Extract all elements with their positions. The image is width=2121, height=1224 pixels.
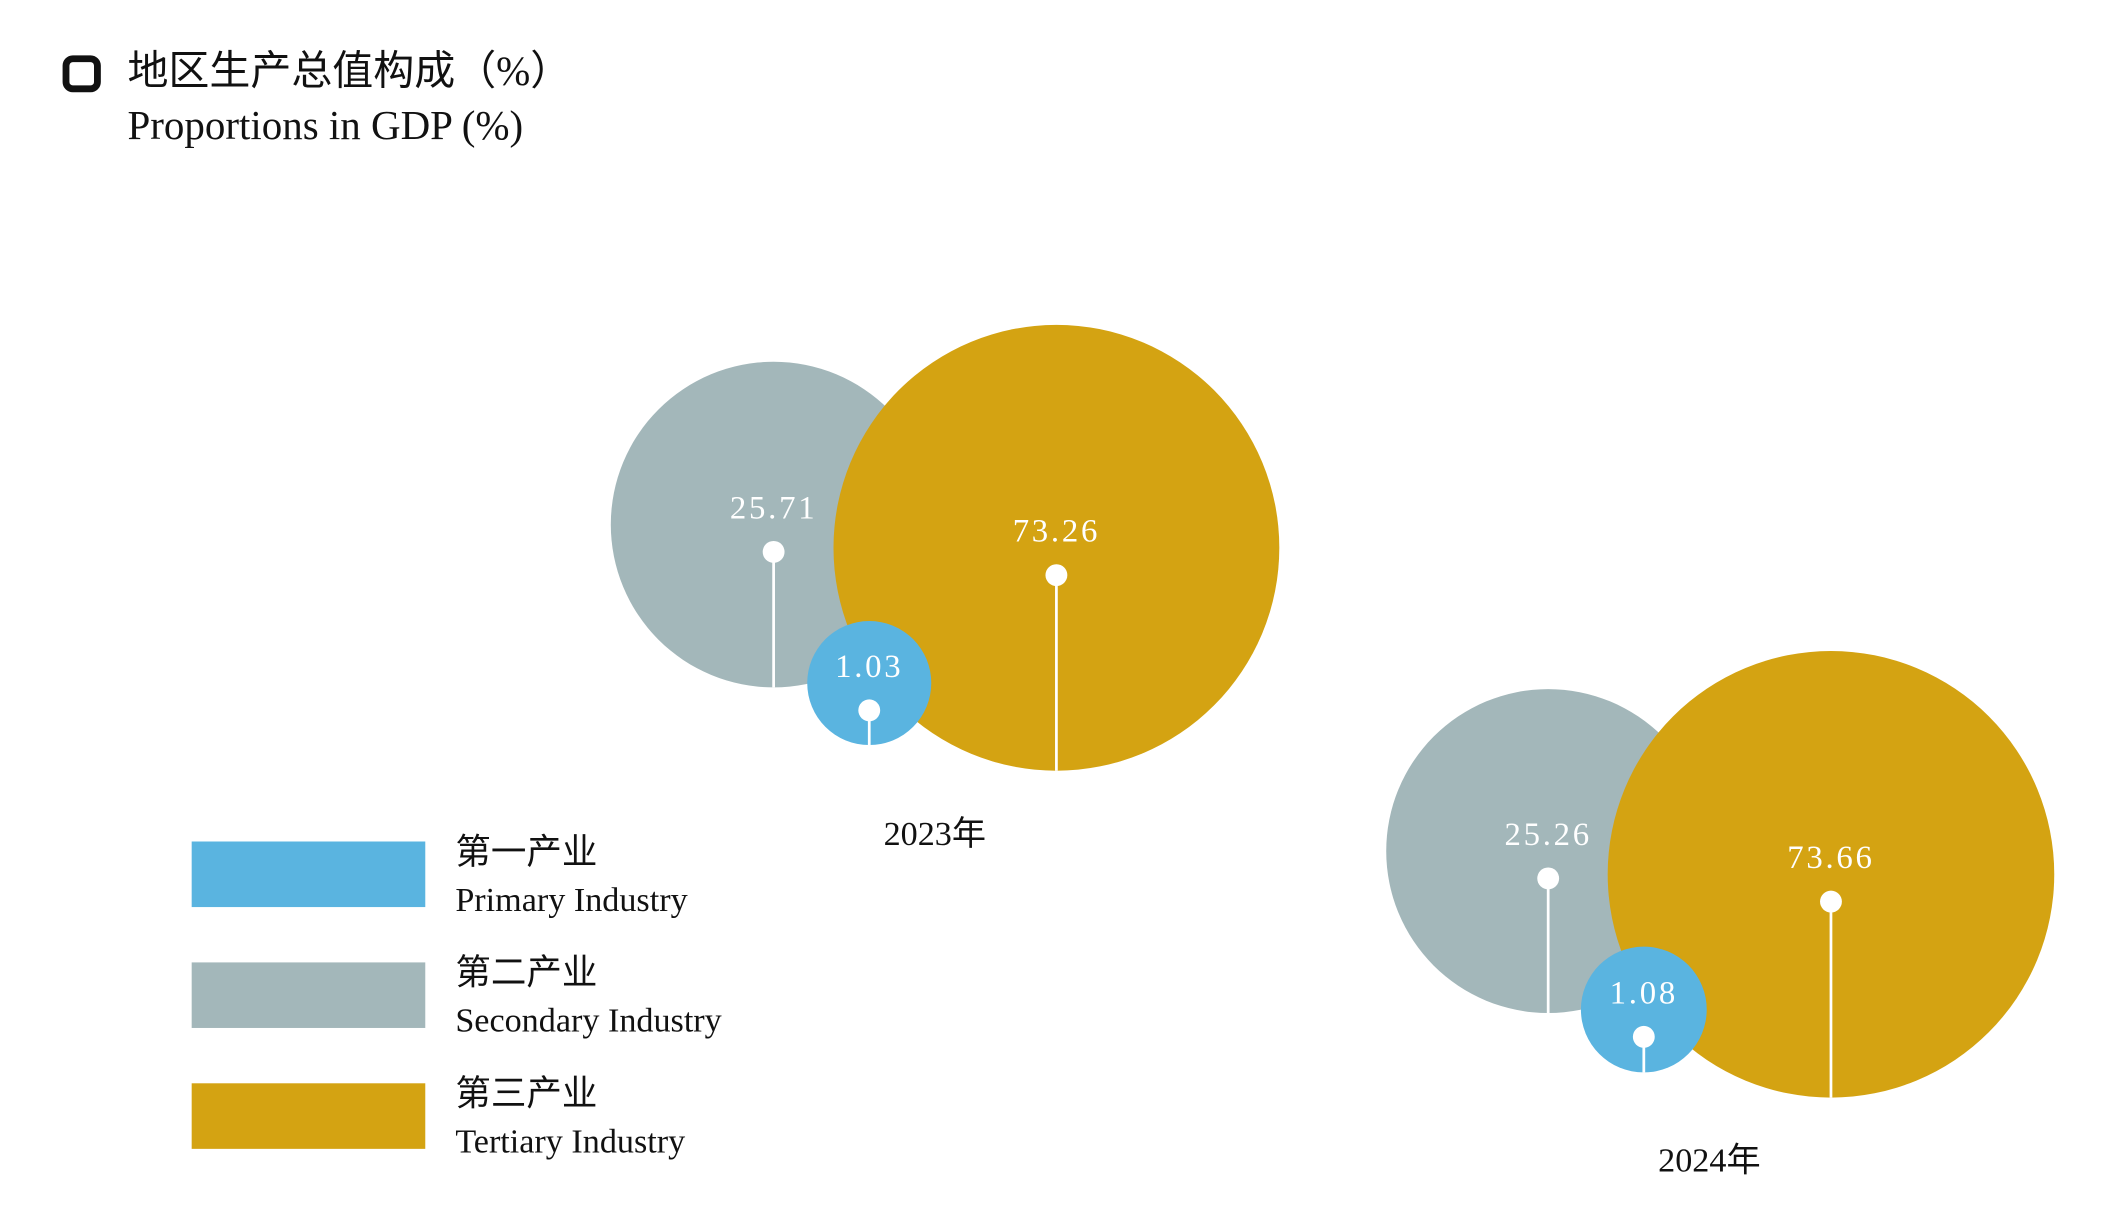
chart-subtitle: Proportions in GDP (%) <box>127 102 523 148</box>
pointer-dot <box>1045 564 1068 587</box>
value-label: 25.26 <box>1504 817 1591 853</box>
value-label: 73.26 <box>1013 514 1100 550</box>
legend-swatch <box>191 1083 426 1149</box>
title-icon <box>62 55 101 93</box>
value-label: 1.08 <box>1610 975 1678 1011</box>
legend-swatch <box>191 962 426 1028</box>
bubble <box>1580 946 1707 1073</box>
legend-label-en: Tertiary Industry <box>455 1124 685 1161</box>
category-label: 2023年 <box>884 815 986 853</box>
legend-label-en: Secondary Industry <box>455 1003 721 1040</box>
value-label: 1.03 <box>835 649 903 685</box>
legend-label-en: Primary Industry <box>455 882 687 919</box>
bubble <box>833 324 1280 771</box>
bubble <box>807 621 932 746</box>
category-label: 2024年 <box>1658 1142 1760 1180</box>
bubble <box>1607 651 2055 1098</box>
legend-label: 第三产业 <box>455 1073 597 1113</box>
pointer-dot <box>858 699 881 722</box>
pointer-dot <box>1632 1025 1655 1048</box>
value-label: 25.71 <box>730 490 817 526</box>
value-label: 73.66 <box>1787 840 1874 876</box>
legend-label: 第二产业 <box>455 952 597 992</box>
legend-label: 第一产业 <box>455 831 597 871</box>
pointer-dot <box>1820 890 1842 913</box>
legend-swatch <box>191 841 426 908</box>
chart-title: 地区生产总值构成（%） <box>127 48 571 94</box>
pointer-dot <box>762 540 785 563</box>
pointer-dot <box>1537 867 1560 890</box>
